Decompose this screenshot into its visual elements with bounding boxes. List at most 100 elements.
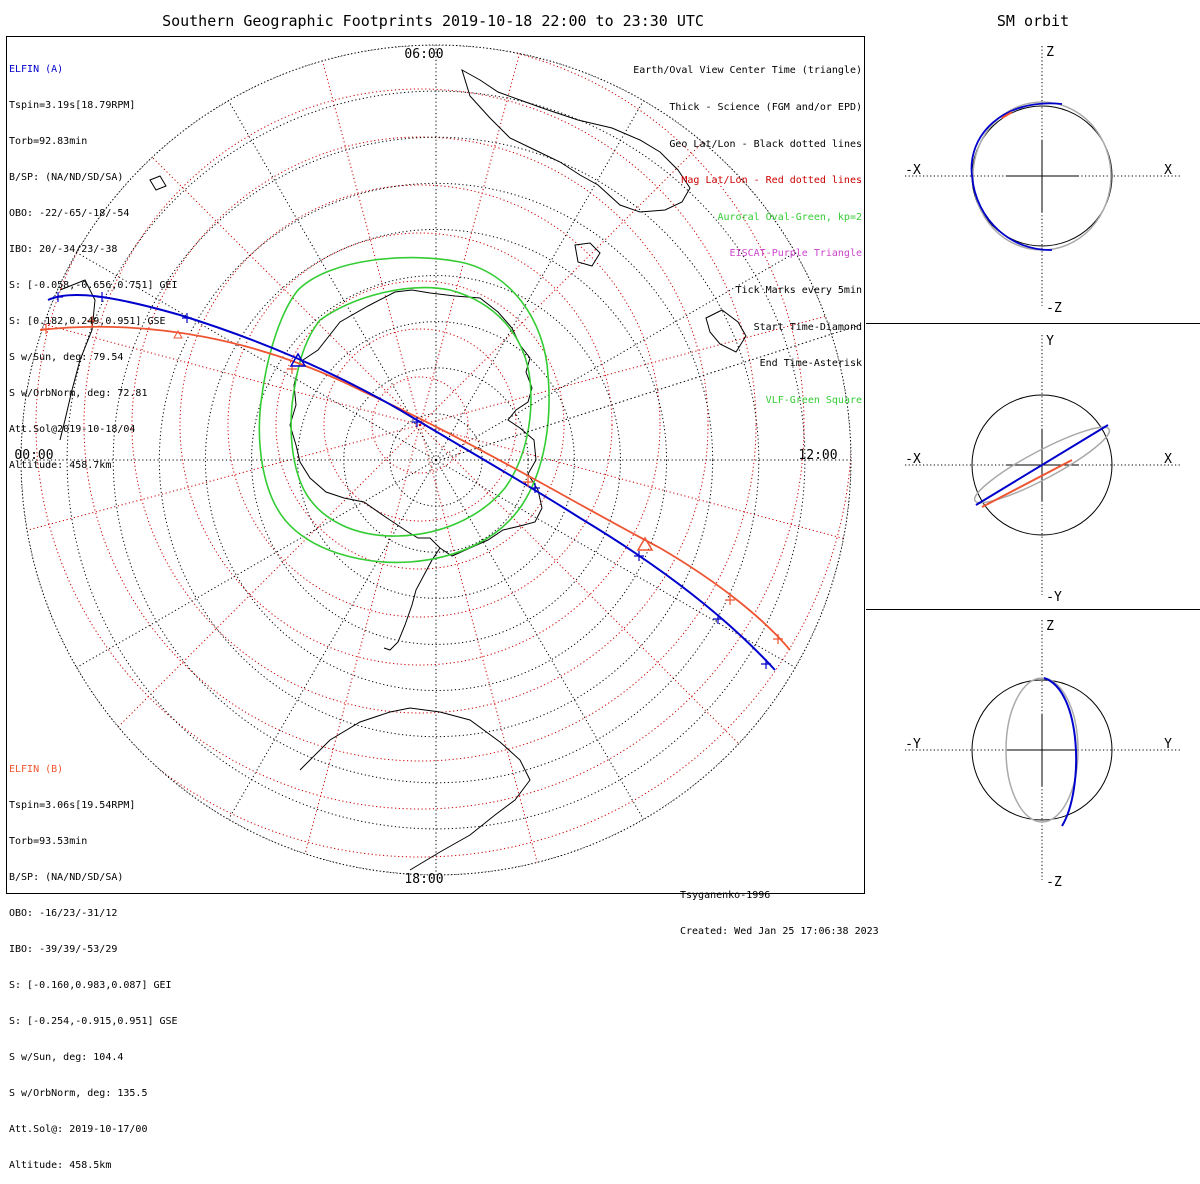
geo-meridian xyxy=(76,459,437,668)
mag-meridian xyxy=(264,45,421,426)
model-credit: Tsyganenko-1996 xyxy=(680,890,771,901)
sm-label-left: -X xyxy=(905,452,921,467)
map-frame xyxy=(6,36,865,894)
elfin-b-line: Torb=93.53min xyxy=(9,836,88,847)
footprint-tracks xyxy=(39,294,791,671)
map-label-bottom: 18:00 xyxy=(404,872,443,887)
elfin-a-line: Att.Sol@2019-10-18/04 xyxy=(9,424,136,435)
sm-label-top: Z xyxy=(1046,619,1054,634)
created-date: Created: Wed Jan 25 17:06:38 2023 xyxy=(680,926,879,937)
sm-panel-xy: Y -Y -X X xyxy=(905,334,1180,605)
sm-label-top: Y xyxy=(1046,334,1054,349)
elfin-a-orbit xyxy=(970,102,1063,251)
elfin-a-view-triangle xyxy=(289,352,307,367)
elfin-b-line: S w/Sun, deg: 104.4 xyxy=(9,1052,124,1063)
elfin-a-line: B/SP: (NA/ND/SD/SA) xyxy=(9,172,124,183)
legend-item: Tick Marks every 5min xyxy=(735,285,862,297)
legend: Earth/Oval View Center Time (triangle) T… xyxy=(633,41,862,419)
mag-meridian xyxy=(21,45,421,426)
globe-outline xyxy=(20,44,852,876)
elfin-a-ticks xyxy=(53,292,771,669)
geo-latitude-circle xyxy=(204,228,668,692)
mag-lat-lon-grid xyxy=(21,45,851,875)
sm-label-top: Z xyxy=(1046,45,1054,60)
sm-label-left: -X xyxy=(905,163,921,178)
mag-meridian xyxy=(419,424,576,875)
sm-panel-xz: Z -Z -X X xyxy=(905,45,1180,316)
sm-label-left: -Y xyxy=(905,737,921,752)
mag-latitude-circle xyxy=(35,45,805,810)
sm-label-bottom: -Y xyxy=(1046,590,1062,605)
sm-label-bottom: -Z xyxy=(1046,301,1062,316)
geo-latitude-circle xyxy=(251,275,621,645)
geo-meridian xyxy=(435,100,644,461)
elfin-a-line: S w/OrbNorm, deg: 72.81 xyxy=(9,388,148,399)
earth-outline xyxy=(971,679,1113,821)
kerguelen xyxy=(149,175,167,191)
geo-lat-lon-grid xyxy=(21,45,851,875)
sm-panel-yz: Z -Z -Y Y xyxy=(905,619,1180,890)
elfin-a-orbit xyxy=(975,424,1109,506)
credits: Tsyganenko-1996 Created: Wed Jan 25 17:0… xyxy=(680,866,879,950)
africa-tip xyxy=(59,279,96,441)
mag-latitude-circle xyxy=(131,136,709,714)
elfin-b-line: Tspin=3.06s[19.54RPM] xyxy=(9,800,136,811)
elfin-b-name: ELFIN (B) xyxy=(9,764,64,775)
antarctic-peninsula xyxy=(383,547,441,651)
orbit-back xyxy=(973,426,1111,504)
mag-latitude-circle xyxy=(83,88,757,762)
elfin-a-line: IBO: 20/-34/23/-38 xyxy=(9,244,118,255)
mag-meridian xyxy=(264,424,421,875)
geo-meridian xyxy=(435,459,796,668)
sm-orbit-panels: Z -Z -X X Y -Y -X X Z -Z -Y Y xyxy=(905,45,1180,890)
mag-meridian xyxy=(21,269,421,426)
elfin-b-line: S: [-0.160,0.983,0.087] GEI xyxy=(9,980,172,991)
sm-label-bottom: -Z xyxy=(1046,875,1062,890)
geo-latitude-circle xyxy=(158,182,714,738)
elfin-a-orbit xyxy=(1043,677,1078,827)
new-zealand xyxy=(705,309,747,353)
legend-item: Auroral Oval-Green, kp=2 xyxy=(717,211,863,223)
mag-meridian xyxy=(419,45,576,426)
auroral-oval-inner xyxy=(290,286,532,537)
elfin-b-line: IBO: -39/39/-53/29 xyxy=(9,944,118,955)
view-center-line xyxy=(439,324,861,461)
map-label-right: 12:00 xyxy=(798,448,837,463)
elfin-a-info: ELFIN (A) Tspin=3.19s[18.79RPM] Torb=92.… xyxy=(9,40,178,484)
elfin-a-line: Tspin=3.19s[18.79RPM] xyxy=(9,100,136,111)
geo-latitude-circle xyxy=(297,321,575,599)
geo-meridian xyxy=(228,100,437,461)
geo-latitude-circle xyxy=(112,136,760,784)
elfin-b-ticks xyxy=(41,316,783,644)
mag-meridian xyxy=(21,424,421,850)
elfin-a-line: Torb=92.83min xyxy=(9,136,88,147)
elfin-a-line: S w/Sun, deg: 79.54 xyxy=(9,352,124,363)
elfin-b-line: Altitude: 458.5km xyxy=(9,1160,112,1171)
earth-outline xyxy=(971,394,1113,536)
mag-latitude-circle xyxy=(275,280,565,570)
mag-latitude-circle xyxy=(227,232,613,618)
coastlines xyxy=(59,68,747,871)
tasmania xyxy=(574,242,601,267)
legend-item: Start Time-Diamond xyxy=(753,321,862,333)
map-label-left: 00:00 xyxy=(14,448,53,463)
elfin-b-view-triangle xyxy=(636,536,654,551)
elfin-b-info: ELFIN (B) Tspin=3.06s[19.54RPM] Torb=93.… xyxy=(9,740,178,1184)
elfin-b-tri-small xyxy=(173,329,183,339)
sm-label-right: X xyxy=(1164,163,1172,178)
auroral-oval xyxy=(258,256,550,564)
geo-meridian xyxy=(76,252,437,461)
geo-meridian xyxy=(228,459,437,820)
legend-item: VLF-Green Square xyxy=(765,394,862,406)
australia-coast xyxy=(461,68,691,213)
elfin-a-line: S: [0.182,0.249,0.951] GSE xyxy=(9,316,166,327)
elfin-b-orbit-segment xyxy=(1001,111,1013,119)
mag-meridian xyxy=(21,424,421,581)
elfin-a-line: OBO: -22/-65/-18/-54 xyxy=(9,208,130,219)
mag-latitude-circle xyxy=(371,376,469,474)
sm-label-right: X xyxy=(1164,452,1172,467)
legend-item: End Time-Asterisk xyxy=(759,358,862,370)
elfin-b-line: OBO: -16/23/-31/12 xyxy=(9,908,118,919)
mag-meridian xyxy=(419,269,851,426)
auroral-oval-outer xyxy=(258,256,550,564)
